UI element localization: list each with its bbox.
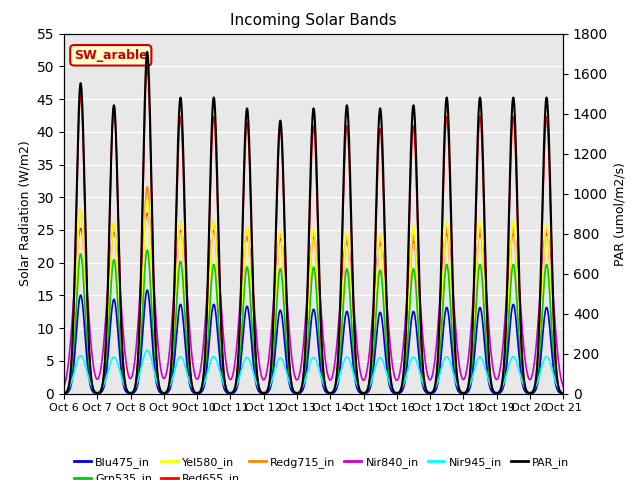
Legend: Blu475_in, Grn535_in, Yel580_in, Red655_in, Redg715_in, Nir840_in, Nir945_in, PA: Blu475_in, Grn535_in, Yel580_in, Red655_… — [70, 453, 574, 480]
Text: SW_arable: SW_arable — [74, 49, 148, 62]
Y-axis label: Solar Radiation (W/m2): Solar Radiation (W/m2) — [18, 141, 31, 287]
Title: Incoming Solar Bands: Incoming Solar Bands — [230, 13, 397, 28]
Y-axis label: PAR (umol/m2/s): PAR (umol/m2/s) — [614, 162, 627, 265]
